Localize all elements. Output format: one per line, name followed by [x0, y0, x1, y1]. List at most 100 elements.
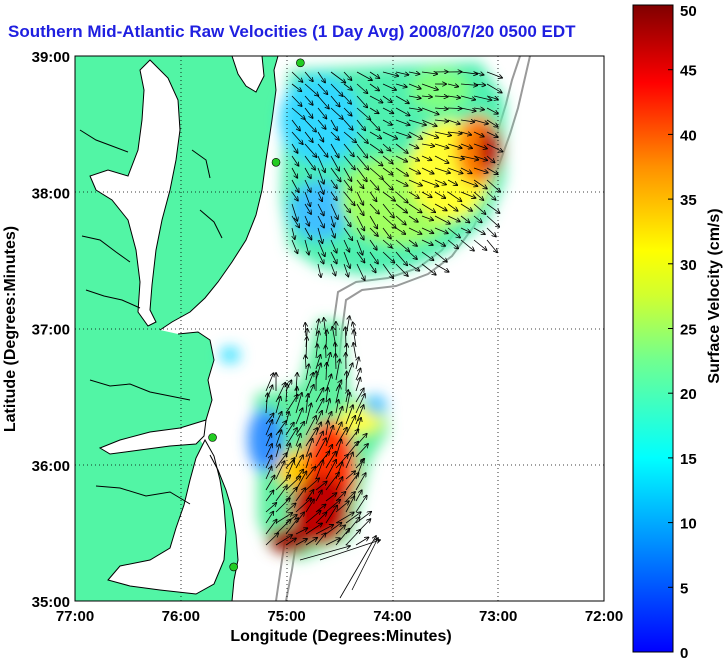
velocity-arrow [285, 395, 298, 414]
velocity-arrow [351, 538, 378, 591]
velocity-arrow [343, 107, 352, 116]
velocity-arrow [330, 83, 343, 96]
x-tick-label: 76:00 [162, 608, 200, 625]
velocity-arrow [335, 440, 341, 458]
velocity-arrow [345, 316, 350, 337]
velocity-arrow [305, 428, 317, 447]
x-axis-label: Longitude (Degrees:Minutes) [230, 628, 451, 645]
velocity-arrow [330, 131, 339, 140]
velocity-arrow [408, 96, 421, 98]
velocity-arrow [345, 471, 355, 480]
velocity-arrow [408, 155, 419, 161]
velocity-arrow [369, 191, 377, 201]
velocity-arrow [395, 167, 408, 176]
velocity-arrow [434, 120, 448, 121]
velocity-arrow [315, 422, 321, 436]
velocity-arrow [369, 263, 376, 272]
velocity-arrow [330, 227, 335, 238]
velocity-arrow [330, 203, 338, 219]
velocity-arrow [315, 525, 333, 535]
velocity-arrow [356, 167, 367, 181]
velocity-arrow [265, 467, 272, 480]
velocity-arrow [355, 405, 364, 425]
velocity-arrow [330, 263, 336, 276]
velocity-arrow [343, 131, 356, 142]
velocity-arrow [275, 513, 292, 524]
velocity-arrow [330, 95, 340, 107]
velocity-arrow [382, 107, 393, 113]
velocity-arrow [369, 131, 381, 139]
velocity-arrow [317, 179, 324, 194]
colorbar-tick-label: 25 [680, 322, 697, 339]
velocity-arrow [355, 473, 366, 491]
velocity-arrow [356, 95, 367, 107]
velocity-arrow [447, 96, 460, 98]
velocity-arrow [291, 167, 297, 178]
velocity-arrow [355, 368, 361, 381]
velocity-arrow [275, 498, 290, 513]
velocity-arrow [447, 203, 458, 211]
velocity-arrow [295, 539, 307, 546]
velocity-arrow [421, 215, 433, 220]
velocity-arrow [291, 239, 298, 253]
velocity-arrow [316, 344, 318, 359]
velocity-arrow [447, 84, 458, 87]
velocity-arrow [305, 538, 317, 546]
velocity-arrow [315, 460, 323, 480]
coastline [159, 56, 279, 601]
velocity-arrow [434, 179, 446, 185]
velocity-arrow [369, 239, 377, 250]
velocity-arrow [304, 179, 311, 192]
velocity-arrow [315, 481, 327, 491]
colorbar-tick-label: 10 [680, 516, 697, 533]
delaware-bay [231, 56, 265, 93]
velocity-arrow [317, 215, 324, 228]
velocity-arrow [299, 546, 350, 561]
velocity-arrow [317, 167, 324, 184]
velocity-arrow [304, 95, 313, 105]
velocity-arrow [486, 203, 500, 213]
velocity-arrow [356, 203, 364, 215]
velocity-arrow [330, 167, 341, 181]
velocity-arrow [345, 473, 359, 491]
velocity-arrow [345, 512, 361, 524]
velocity-arrow [343, 203, 350, 212]
velocity-arrow [315, 438, 326, 458]
velocity-arrow [317, 119, 326, 129]
velocity-arrow [421, 251, 434, 260]
colorbar-label: Surface Velocity (cm/s) [706, 208, 723, 383]
velocity-arrow [285, 460, 294, 480]
velocity-arrow [382, 191, 395, 201]
velocity-arrow [339, 536, 376, 599]
velocity-arrow [295, 393, 302, 414]
velocity-arrow [369, 119, 380, 130]
velocity-arrow [486, 155, 495, 163]
velocity-arrow [291, 203, 297, 221]
velocity-arrow [304, 227, 312, 240]
velocity-arrow [395, 119, 410, 125]
velocity-arrow [295, 471, 307, 491]
velocity-arrow [460, 72, 477, 74]
velocity-arrow [343, 83, 352, 90]
velocity-arrow [473, 108, 484, 110]
velocity-arrow [356, 71, 372, 80]
velocity-arrow [486, 107, 498, 114]
velocity-arrow [434, 227, 448, 233]
velocity-arrow [355, 512, 371, 524]
velocity-arrow [395, 251, 407, 265]
velocity-arrow [291, 71, 302, 82]
velocity-arrow [382, 119, 392, 125]
velocity-arrow [317, 239, 325, 256]
velocity-arrow [486, 143, 503, 152]
velocity-arrow [295, 408, 303, 425]
velocity-arrow [325, 445, 332, 458]
velocity-arrow [291, 95, 302, 106]
velocity-arrow [421, 239, 433, 245]
velocity-arrow [325, 473, 339, 491]
velocity-arrow [343, 263, 348, 277]
velocity-arrow [295, 528, 307, 535]
velocity-arrow [335, 492, 345, 502]
velocity-arrow [355, 394, 365, 414]
velocity-arrow [315, 512, 327, 524]
